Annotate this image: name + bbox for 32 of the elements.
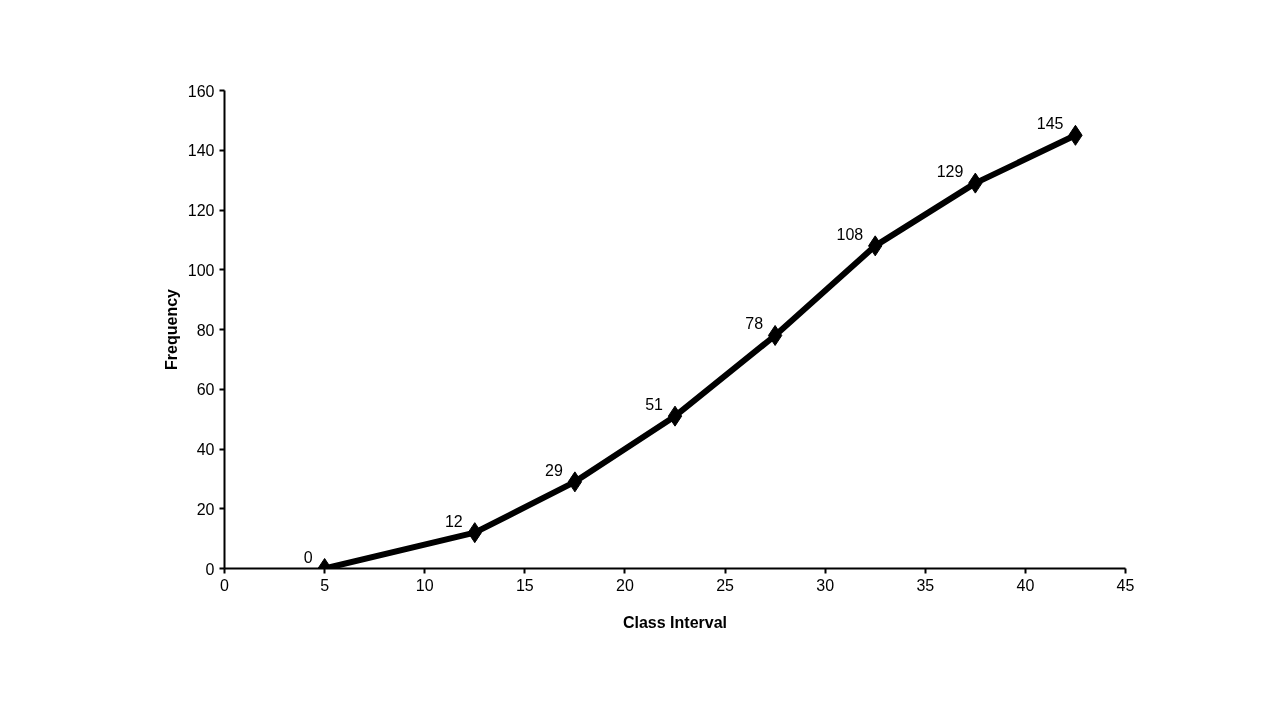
data-label: 129 — [936, 163, 964, 181]
y-axis-title: Frequency — [162, 288, 180, 370]
point — [767, 324, 783, 346]
data-label: 51 — [645, 396, 664, 414]
y-tick-label: 60 — [196, 381, 215, 399]
y-tick-label: 160 — [187, 82, 215, 100]
data-label: 108 — [836, 225, 864, 243]
x-axis-title: Class Interval — [622, 613, 728, 631]
y-tick-label: 80 — [196, 321, 215, 339]
data-label: 78 — [745, 315, 764, 333]
y-tick-label: 20 — [196, 500, 215, 518]
x-tick-label: 15 — [515, 576, 534, 594]
x-tick-label: 10 — [415, 576, 434, 594]
y-tick-label: 0 — [205, 560, 215, 578]
x-tick-label: 40 — [1016, 576, 1035, 594]
y-tick-label: 120 — [187, 202, 215, 219]
point — [567, 471, 583, 493]
y-tick-label: 100 — [187, 261, 215, 279]
data-label: 145 — [1036, 115, 1064, 133]
x-tick-label: 45 — [1116, 576, 1135, 594]
data-label: 29 — [545, 461, 563, 479]
x-tick-label: 0 — [220, 576, 230, 594]
y-tick-label: 40 — [196, 441, 215, 458]
x-tick-label: 25 — [716, 576, 735, 594]
y-tick-label: 140 — [187, 142, 215, 160]
x-tick-label: 30 — [816, 576, 835, 594]
x-tick-label: 20 — [616, 576, 634, 594]
point — [667, 405, 683, 427]
x-tick-label: 5 — [320, 576, 330, 594]
data-label: 12 — [444, 512, 463, 530]
x-tick-label: 35 — [916, 576, 935, 594]
data-label: 0 — [303, 548, 313, 566]
